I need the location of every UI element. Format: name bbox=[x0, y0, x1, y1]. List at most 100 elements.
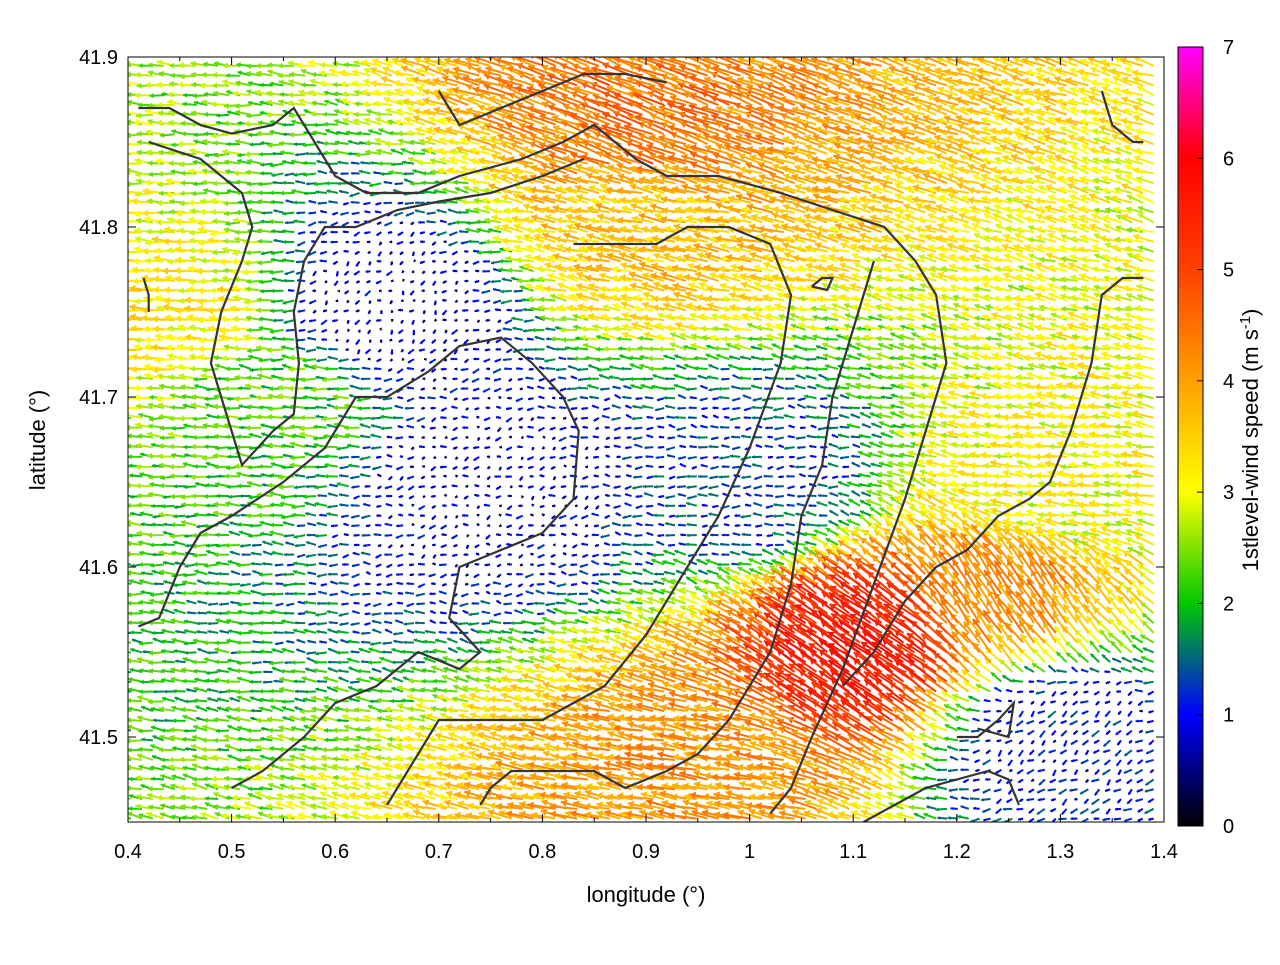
wind-arrow bbox=[454, 791, 480, 801]
wind-arrow bbox=[814, 807, 839, 820]
wind-arrow bbox=[604, 809, 632, 820]
wind-arrow bbox=[385, 782, 404, 791]
wind-arrow bbox=[225, 804, 241, 810]
wind-arrow bbox=[615, 802, 643, 811]
wind-arrow bbox=[950, 806, 958, 811]
wind-arrow bbox=[789, 788, 817, 800]
wind-arrow bbox=[265, 803, 284, 810]
wind-arrow bbox=[804, 799, 828, 810]
wind-arrow bbox=[348, 791, 371, 801]
wind-arrow bbox=[1037, 798, 1045, 802]
wind-arrow bbox=[247, 792, 262, 800]
wind-arrow bbox=[563, 791, 589, 801]
wind-arrow bbox=[1017, 817, 1024, 821]
wind-arrow bbox=[1070, 817, 1078, 821]
wind-arrow bbox=[297, 812, 317, 820]
wind-arrow bbox=[393, 799, 415, 810]
wind-arrow bbox=[850, 801, 872, 810]
wind-arrow bbox=[983, 817, 991, 822]
wind-arrow bbox=[748, 781, 774, 791]
wind-arrow bbox=[232, 794, 251, 802]
wind-arrow bbox=[860, 809, 883, 820]
wind-arrow bbox=[671, 793, 697, 801]
wind-arrow bbox=[500, 783, 523, 791]
wind-arrow bbox=[661, 782, 687, 791]
wind-arrow bbox=[368, 800, 393, 810]
wind-arrow bbox=[969, 796, 980, 801]
wind-arrow bbox=[923, 812, 937, 820]
wind-arrow bbox=[170, 804, 186, 810]
wind-arrow bbox=[638, 809, 665, 820]
wind-arrow bbox=[287, 784, 306, 791]
wind-arrow bbox=[178, 784, 197, 792]
wind-arrow bbox=[319, 791, 339, 800]
wind-arrow bbox=[1079, 807, 1089, 815]
wind-arrow bbox=[135, 803, 154, 810]
wind-arrow bbox=[625, 810, 654, 820]
wind-arrow bbox=[1018, 798, 1024, 803]
wind-arrow bbox=[627, 800, 654, 810]
wind-arrow bbox=[339, 792, 360, 801]
wind-arrow bbox=[1083, 798, 1090, 805]
wind-arrow bbox=[318, 783, 338, 791]
wind-arrow bbox=[221, 812, 241, 820]
wind-arrow bbox=[1005, 798, 1013, 804]
wind-arrow bbox=[476, 782, 502, 791]
wind-arrow bbox=[286, 800, 306, 810]
wind-arrow bbox=[1002, 817, 1013, 822]
wind-arrow bbox=[415, 791, 436, 801]
wind-arrow bbox=[467, 802, 491, 810]
wind-arrow bbox=[896, 811, 915, 820]
wind-arrow bbox=[1091, 798, 1100, 806]
wind-arrow bbox=[267, 782, 284, 791]
wind-arrow bbox=[691, 801, 719, 810]
wind-arrow bbox=[265, 812, 284, 820]
wind-arrow bbox=[1028, 817, 1035, 822]
wind-arrow bbox=[995, 808, 1002, 815]
wind-arrow bbox=[402, 791, 426, 801]
wind-arrow bbox=[309, 794, 327, 802]
wind-arrow bbox=[1102, 798, 1111, 805]
wind-arrow bbox=[128, 785, 143, 792]
wind-arrow bbox=[925, 796, 937, 801]
wind-arrow bbox=[1069, 807, 1079, 815]
wind-arrow bbox=[755, 802, 784, 810]
wind-arrow bbox=[478, 810, 502, 820]
wind-arrow bbox=[606, 793, 632, 801]
wind-arrow bbox=[135, 793, 154, 801]
wind-arrow bbox=[505, 810, 534, 820]
wind-arrow bbox=[341, 783, 360, 791]
wind-arrow bbox=[671, 782, 697, 791]
wind-arrow bbox=[1016, 807, 1024, 811]
wind-arrow bbox=[574, 783, 599, 791]
wind-arrow bbox=[495, 802, 523, 811]
wind-arrow bbox=[550, 781, 578, 791]
wind-arrow bbox=[969, 817, 980, 822]
wind-arrow bbox=[1050, 798, 1057, 802]
wind-arrow bbox=[147, 785, 164, 792]
wind-arrow bbox=[1113, 817, 1122, 821]
wind-arrow bbox=[159, 812, 175, 820]
wind-arrow bbox=[518, 810, 545, 820]
wind-arrow bbox=[258, 785, 273, 791]
wind-arrow bbox=[723, 783, 752, 792]
wind-arrow bbox=[191, 814, 208, 821]
wind-arrow bbox=[373, 792, 393, 801]
wind-arrow bbox=[454, 811, 480, 820]
wind-arrow bbox=[564, 810, 589, 820]
wind-arrow bbox=[1116, 798, 1122, 804]
wind-arrow bbox=[840, 799, 861, 810]
wind-arrow bbox=[836, 789, 861, 800]
wind-arrow bbox=[1061, 808, 1068, 816]
wind-arrow bbox=[960, 796, 969, 801]
wind-arrow bbox=[886, 791, 904, 800]
wind-arrow bbox=[826, 798, 850, 810]
wind-arrow bbox=[213, 803, 230, 810]
wind-arrow bbox=[516, 780, 545, 791]
wind-arrow bbox=[443, 781, 469, 791]
wind-arrow bbox=[1093, 817, 1100, 821]
wind-arrow bbox=[160, 783, 175, 791]
wind-arrow bbox=[128, 817, 132, 820]
wind-arrow bbox=[570, 810, 600, 820]
wind-arrow bbox=[310, 802, 328, 810]
